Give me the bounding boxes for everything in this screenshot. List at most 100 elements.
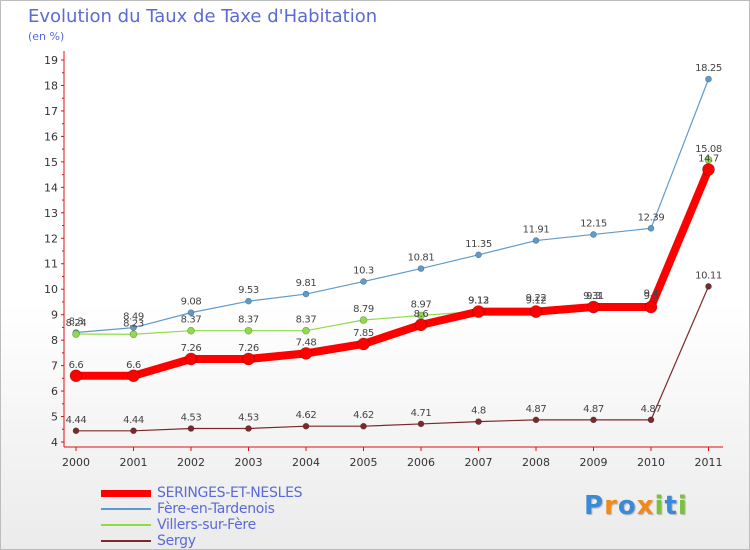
- data-label: 8.37: [181, 315, 202, 326]
- data-label: 9.31: [583, 291, 604, 302]
- data-label: 8.6: [414, 309, 429, 320]
- logo-letter: x: [636, 491, 655, 521]
- data-label: 9.3: [586, 291, 601, 302]
- data-label: 11.91: [523, 225, 550, 236]
- chart-subtitle: (en %): [28, 30, 65, 43]
- data-point: [705, 75, 712, 83]
- data-point: [130, 427, 137, 435]
- data-label: 8.79: [353, 304, 374, 315]
- data-point: [130, 324, 137, 331]
- logo-letter: P: [584, 491, 605, 521]
- data-point: [245, 297, 252, 305]
- data-point: [590, 416, 597, 424]
- series-line-1: [75, 78, 710, 334]
- data-point: [129, 330, 138, 339]
- data-point: [532, 237, 540, 244]
- x-tick-label: 2009: [580, 456, 608, 469]
- data-label: 9.13: [468, 295, 489, 306]
- data-label: 14.7: [698, 154, 719, 165]
- data-label: 6.6: [126, 360, 141, 371]
- data-point: [644, 300, 658, 314]
- x-tick-label: 2004: [292, 456, 320, 469]
- data-point: [184, 352, 198, 366]
- data-point: [359, 316, 368, 324]
- data-point: [302, 422, 310, 430]
- x-tick-label: 2002: [177, 456, 205, 469]
- x-tick-label: 2006: [407, 456, 435, 469]
- legend-label-villers: Villers-sur-Fère: [157, 517, 256, 533]
- logo-letter: i: [654, 491, 665, 521]
- data-label: 7.26: [181, 343, 202, 354]
- data-point: [187, 326, 195, 335]
- data-point: [72, 427, 80, 435]
- x-tick-label: 2000: [62, 456, 90, 469]
- data-label: 9.53: [238, 285, 259, 296]
- data-label: 4.62: [296, 410, 317, 421]
- data-point: [299, 347, 313, 360]
- legend-item-villers: Villers-sur-Fère: [101, 517, 302, 533]
- x-tick-label: 2005: [350, 456, 378, 469]
- data-label: 7.85: [353, 328, 374, 339]
- y-tick-label: 4: [51, 436, 58, 449]
- data-label: 4.44: [123, 415, 144, 426]
- data-label: 9.3: [644, 291, 659, 302]
- data-point: [417, 420, 425, 428]
- data-point: [702, 163, 715, 176]
- data-label: 15.08: [695, 144, 722, 155]
- x-tick-label: 2008: [522, 456, 550, 469]
- data-label: 9.4: [644, 288, 659, 299]
- data-label: 4.87: [583, 404, 604, 415]
- series-line-3: [76, 286, 710, 432]
- data-label: 4.87: [641, 404, 662, 415]
- data-label: 8.37: [296, 315, 317, 326]
- data-label: 9.12: [526, 296, 547, 307]
- data-label: 4.53: [181, 413, 202, 424]
- data-point: [590, 231, 597, 238]
- data-point: [127, 369, 140, 383]
- data-point: [587, 300, 600, 314]
- legend-item-sergy: Sergy: [101, 533, 302, 549]
- logo-letter: i: [677, 491, 688, 521]
- data-point: [302, 326, 310, 335]
- y-tick-label: 15: [44, 156, 58, 169]
- legend-label-fere: Fère-en-Tardenois: [157, 501, 275, 517]
- data-label: 8.49: [123, 312, 144, 323]
- data-point: [529, 305, 543, 318]
- data-point: [244, 326, 253, 335]
- data-label: 9.08: [181, 297, 202, 308]
- data-label: 7.48: [296, 337, 317, 348]
- data-point: [647, 225, 655, 232]
- x-tick-label: 2007: [465, 456, 493, 469]
- data-point: [72, 330, 80, 338]
- chart-title: Evolution du Taux de Taxe d'Habitation: [28, 6, 378, 27]
- data-point: [302, 290, 310, 298]
- data-label: 11.35: [465, 239, 492, 250]
- data-point: [187, 309, 195, 316]
- data-label: 10.3: [353, 266, 374, 277]
- y-tick-label: 18: [44, 79, 58, 92]
- data-label: 4.53: [238, 413, 259, 424]
- data-point: [532, 416, 540, 424]
- data-label: 10.11: [695, 270, 722, 281]
- data-point: [360, 422, 367, 430]
- legend-swatch-fere: [101, 508, 151, 510]
- x-tick-label: 2010: [637, 456, 665, 469]
- data-label: 10.81: [408, 253, 435, 264]
- data-label: 4.62: [353, 410, 374, 421]
- data-label: 4.71: [411, 408, 432, 419]
- y-tick-label: 14: [44, 181, 58, 194]
- data-label: 6.6: [69, 360, 84, 371]
- data-label: 8.3: [69, 316, 84, 327]
- data-point: [475, 418, 482, 425]
- y-tick-label: 9: [51, 309, 58, 322]
- x-tick-label: 2001: [120, 456, 148, 469]
- data-point: [187, 425, 195, 432]
- y-tick-label: 12: [44, 232, 58, 245]
- legend-item-seringes: SERINGES-ET-NESLES: [101, 485, 303, 501]
- legend-label-sergy: Sergy: [157, 533, 196, 549]
- logo-letter: o: [617, 491, 637, 521]
- data-point: [417, 265, 425, 272]
- data-label: 8.37: [238, 315, 259, 326]
- data-point: [647, 416, 655, 424]
